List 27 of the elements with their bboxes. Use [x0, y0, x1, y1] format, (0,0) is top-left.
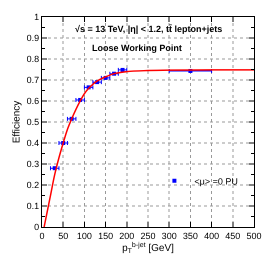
y-tick-label: 0.5	[26, 117, 40, 128]
y-tick-label: 1	[34, 12, 40, 22]
y-tick-label: 0	[34, 222, 40, 232]
y-tick-label: 0.2	[26, 180, 40, 190]
annotation: Loose Working Point	[92, 43, 182, 53]
y-tick-label: 0.9	[26, 33, 40, 44]
y-axis-title: Efficiency	[12, 100, 23, 144]
x-tick-label: 500	[246, 230, 262, 241]
y-tick-label: 0.3	[26, 159, 40, 170]
y-tick-label: 0.7	[26, 75, 40, 86]
annotation: √s = 13 TeV, |η| < 1.2, tt̄ lepton+jets	[75, 24, 222, 34]
line-series	[43, 69, 254, 227]
x-tick-label: 350	[182, 230, 198, 241]
x-tick-label: 150	[98, 230, 114, 241]
y-tick-label: 0.1	[26, 201, 40, 212]
y-tick-label: 0.4	[26, 138, 40, 148]
x-tick-label: 250	[140, 230, 156, 241]
x-tick-label: 50	[58, 230, 68, 241]
y-tick-label: 0.8	[26, 54, 40, 64]
x-tick-label: 300	[162, 230, 177, 241]
x-axis-title: p$_{T}$$^{b-jet}$ [GeV]	[122, 240, 174, 256]
x-tick-label: 400	[204, 230, 220, 241]
y-tick-label: 0.6	[26, 96, 40, 106]
x-tick-label: 100	[76, 230, 92, 241]
x-tick-label: 200	[119, 230, 134, 241]
legend-label: <μ> =0 PU	[194, 176, 238, 186]
x-tick-label: 450	[225, 230, 240, 241]
